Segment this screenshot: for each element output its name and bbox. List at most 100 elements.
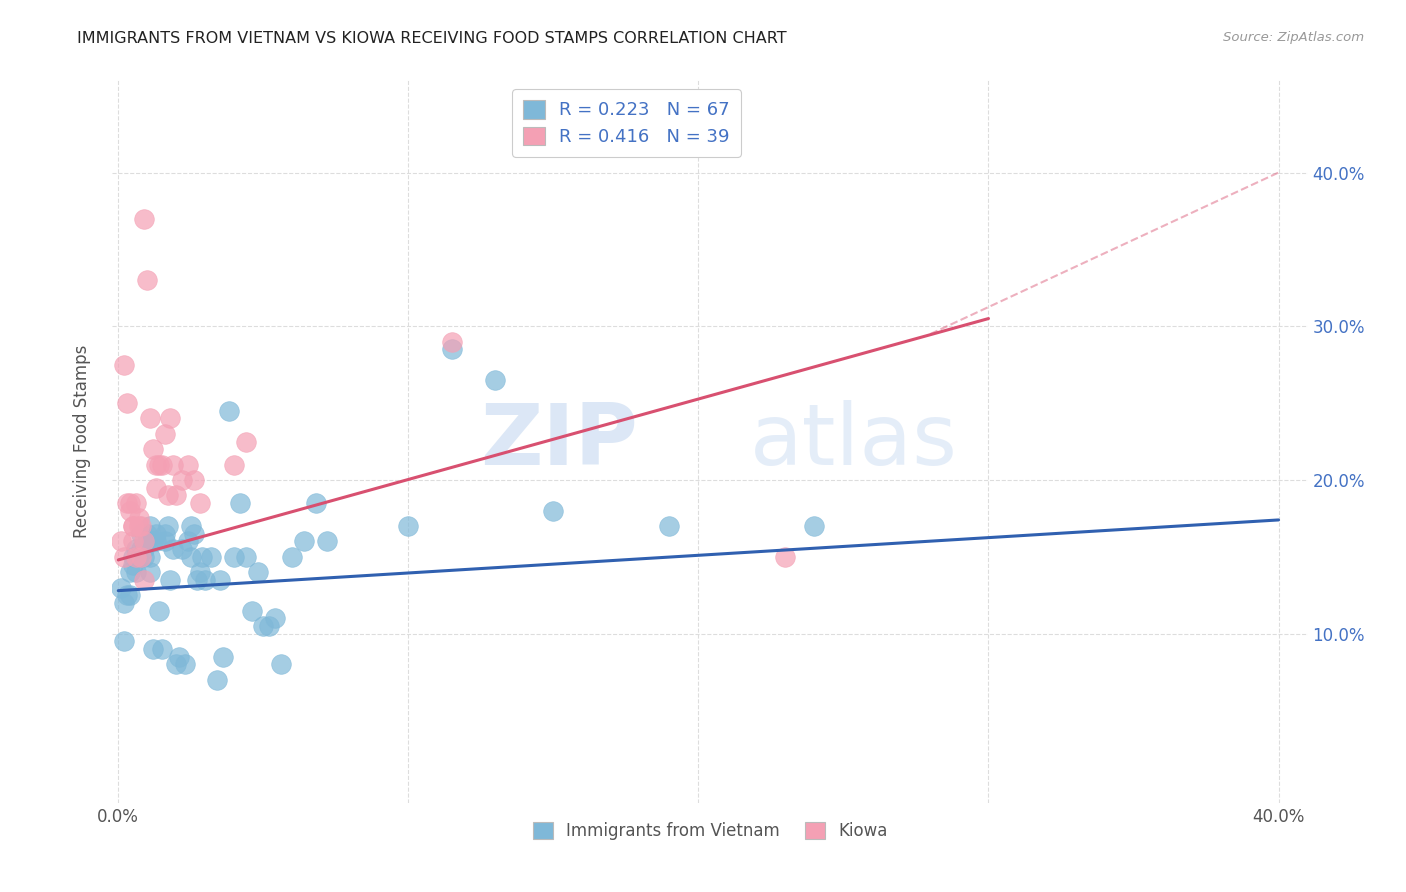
Point: [131, 519, 153, 533]
Point: [110, 534, 132, 549]
Point: [264, 611, 287, 625]
Point: [172, 542, 194, 557]
Point: [139, 411, 162, 425]
Point: [150, 458, 173, 472]
Point: [115, 496, 138, 510]
Point: [235, 434, 257, 449]
Point: [775, 549, 797, 564]
Point: [121, 558, 143, 572]
Point: [128, 549, 150, 564]
Point: [162, 458, 184, 472]
Point: [240, 604, 263, 618]
Point: [128, 519, 150, 533]
Point: [134, 542, 156, 557]
Point: [121, 534, 143, 549]
Point: [229, 496, 252, 510]
Point: [125, 549, 148, 564]
Point: [118, 496, 141, 510]
Point: [125, 496, 148, 510]
Point: [153, 534, 176, 549]
Point: [159, 411, 181, 425]
Point: [139, 565, 162, 579]
Point: [162, 542, 184, 557]
Point: [174, 657, 197, 672]
Point: [121, 519, 143, 533]
Point: [200, 549, 222, 564]
Point: [167, 649, 190, 664]
Point: [194, 573, 217, 587]
Point: [121, 519, 143, 533]
Point: [145, 458, 167, 472]
Point: [153, 426, 176, 441]
Point: [136, 273, 159, 287]
Point: [118, 565, 141, 579]
Point: [153, 526, 176, 541]
Text: atlas: atlas: [749, 400, 957, 483]
Point: [112, 358, 135, 372]
Point: [224, 549, 246, 564]
Point: [211, 649, 233, 664]
Point: [148, 458, 170, 472]
Point: [224, 458, 246, 472]
Point: [145, 526, 167, 541]
Point: [270, 657, 292, 672]
Point: [281, 549, 304, 564]
Point: [186, 573, 208, 587]
Point: [205, 673, 228, 687]
Point: [252, 619, 274, 633]
Point: [484, 373, 506, 387]
Text: ZIP: ZIP: [481, 400, 638, 483]
Point: [235, 549, 257, 564]
Point: [440, 334, 463, 349]
Point: [134, 573, 156, 587]
Point: [440, 343, 463, 357]
Point: [188, 496, 211, 510]
Point: [121, 549, 143, 564]
Point: [131, 526, 153, 541]
Point: [316, 534, 339, 549]
Legend: Immigrants from Vietnam, Kiowa: Immigrants from Vietnam, Kiowa: [524, 814, 896, 848]
Point: [115, 396, 138, 410]
Point: [115, 588, 138, 602]
Point: [134, 534, 156, 549]
Point: [142, 642, 165, 657]
Point: [131, 549, 153, 564]
Point: [139, 519, 162, 533]
Point: [128, 511, 150, 525]
Point: [134, 211, 156, 226]
Text: Source: ZipAtlas.com: Source: ZipAtlas.com: [1223, 31, 1364, 45]
Point: [156, 519, 179, 533]
Point: [131, 542, 153, 557]
Point: [396, 519, 419, 533]
Point: [142, 534, 165, 549]
Point: [110, 581, 132, 595]
Point: [246, 565, 269, 579]
Point: [292, 534, 315, 549]
Point: [183, 526, 205, 541]
Point: [125, 565, 148, 579]
Point: [125, 542, 148, 557]
Y-axis label: Receiving Food Stamps: Receiving Food Stamps: [73, 345, 91, 538]
Point: [136, 534, 159, 549]
Point: [165, 657, 187, 672]
Point: [304, 496, 326, 510]
Point: [180, 519, 202, 533]
Point: [142, 442, 165, 457]
Point: [172, 473, 194, 487]
Point: [112, 549, 135, 564]
Point: [118, 504, 141, 518]
Point: [145, 481, 167, 495]
Point: [139, 549, 162, 564]
Point: [177, 458, 200, 472]
Point: [156, 488, 179, 502]
Point: [177, 534, 200, 549]
Point: [803, 519, 825, 533]
Point: [150, 642, 173, 657]
Point: [118, 588, 141, 602]
Point: [208, 573, 231, 587]
Point: [543, 504, 565, 518]
Point: [188, 565, 211, 579]
Point: [145, 534, 167, 549]
Point: [134, 549, 156, 564]
Point: [191, 549, 214, 564]
